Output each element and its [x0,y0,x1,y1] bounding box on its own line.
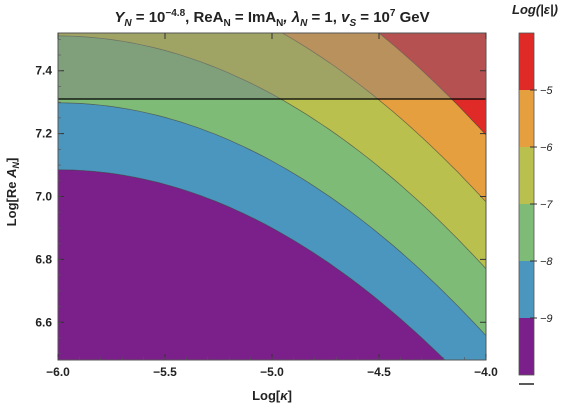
legend-tick-label: −6 [540,142,553,154]
excluded-region [58,33,486,100]
contour-line [281,33,486,203]
legend: Log(|ε|) −5 −6 −7 −8 −9 [512,2,558,385]
contour-line [378,33,486,136]
y-tick-label: 7.0 [35,190,52,204]
x-tick-label: −6.0 [46,365,70,379]
legend-swatch [519,261,534,318]
contour-line [58,102,486,336]
legend-tick-label: −7 [540,199,553,211]
chart-title: YN = 10−4.8, ReAN = ImAN, λN = 1, vS = 1… [114,8,429,29]
y-tick-label: 7.2 [35,127,52,141]
x-tick-label: −5.0 [260,365,284,379]
contour-lines [58,33,486,360]
x-tick-label: −4.5 [367,365,391,379]
legend-tick-label: −5 [540,85,553,97]
x-axis-ticks: −6.0 −5.5 −5.0 −4.5 −4.0 [46,33,498,379]
y-axis-label: Log[Re AN] [4,158,21,227]
contour-bands [58,33,486,360]
contour-band [58,102,486,360]
x-tick-label: −4.0 [474,365,498,379]
legend-swatch [519,204,534,261]
contour-line [58,35,486,270]
y-tick-label: 6.8 [35,252,52,266]
contour-band [58,169,445,360]
contour-band [58,33,486,269]
legend-tick-label: −9 [540,313,553,325]
legend-title: Log(|ε|) [512,2,558,17]
x-axis-label: Log[κ] [252,388,292,403]
legend-swatch [519,147,534,204]
legend-swatch [519,318,534,375]
contour-band [378,33,486,135]
x-tick-label: −5.5 [153,365,177,379]
contour-band [58,35,486,336]
contour-line [58,169,446,360]
legend-swatch [519,33,534,90]
legend-ticks: −5 −6 −7 −8 −9 [530,85,553,325]
y-tick-label: 7.4 [35,64,52,78]
plot-area [58,33,486,360]
y-tick-label: 6.6 [35,315,52,329]
legend-swatches [518,32,535,385]
legend-swatch [519,90,534,147]
y-axis-ticks: 6.6 6.8 7.0 7.2 7.4 [35,38,486,355]
contour-band [282,33,486,202]
legend-tick-label: −8 [540,256,553,268]
